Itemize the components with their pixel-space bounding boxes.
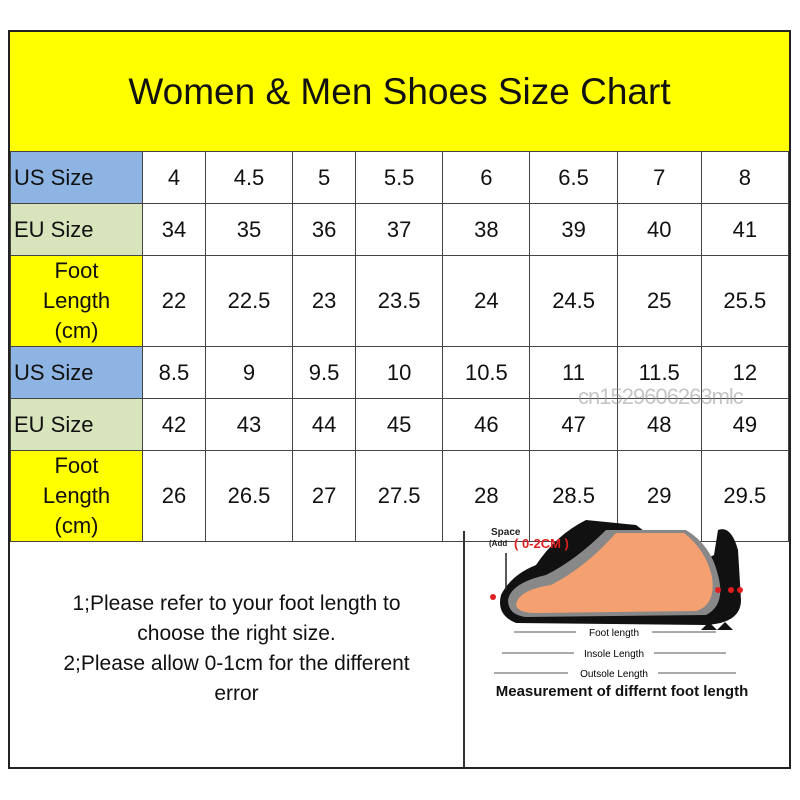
size-cell: 9.5: [292, 346, 357, 399]
foot-measurement-illustration: Space (Add ( 0-2CM ) Foot length Insole …: [489, 520, 743, 680]
size-cell: 22.5: [204, 255, 294, 347]
row-label-line: Length: [42, 288, 111, 313]
size-cell: 10.5: [442, 346, 531, 399]
row-label: US Size: [10, 346, 143, 399]
size-cell: 6: [442, 151, 531, 204]
row-label: EU Size: [10, 398, 143, 451]
row-label: Foot Length (cm): [10, 450, 143, 542]
insole-length-label: Insole Length: [584, 649, 644, 660]
size-cell: 46: [442, 398, 531, 451]
size-cell: 38: [442, 203, 531, 256]
size-cell: 5.5: [355, 151, 444, 204]
size-cell: 39: [529, 203, 618, 256]
size-cell: 11.5: [616, 346, 702, 399]
illustration-caption: Measurement of differnt foot length: [495, 683, 749, 700]
space-value: ( 0-2CM ): [514, 536, 569, 551]
size-cell: 4.5: [204, 151, 294, 204]
size-cell: 24.5: [529, 255, 618, 347]
row-label-line: Foot: [54, 453, 99, 478]
size-cell: 5: [292, 151, 357, 204]
watermark: cn1529606263mlc: [578, 384, 744, 409]
size-cell: 24: [442, 255, 531, 347]
row-label: EU Size: [10, 203, 143, 256]
size-cell: 27.5: [355, 450, 444, 542]
size-cell: 25: [616, 255, 702, 347]
size-table: US Size 4 4.5 5 5.5 6 6.5 7 8 EU Size 34 35 36 37 38 39…: [10, 151, 790, 542]
size-cell: 35: [204, 203, 294, 256]
row-label: Foot Length (cm): [10, 255, 143, 347]
size-cell: 28: [442, 450, 531, 542]
size-cell: 9: [204, 346, 294, 399]
size-cell: 29.5: [700, 450, 790, 542]
size-cell: 23.5: [355, 255, 444, 347]
size-cell: 37: [355, 203, 444, 256]
size-cell: 26: [142, 450, 206, 542]
size-cell: 8.5: [142, 346, 206, 399]
note-line: error: [214, 682, 259, 705]
size-cell: 40: [616, 203, 702, 256]
size-row: US Size 4 4.5 5 5.5 6 6.5 7 8: [10, 151, 790, 204]
notes: 1;Please refer to your foot length to ch…: [10, 531, 463, 767]
size-cell: 47: [529, 398, 618, 451]
size-cell: 22: [142, 255, 206, 347]
size-cell: 6.5: [529, 151, 618, 204]
size-cell: 34: [142, 203, 206, 256]
note-line: choose the right size.: [137, 622, 336, 645]
row-label: US Size: [10, 151, 143, 204]
row-label-line: (cm): [54, 318, 99, 343]
size-cell: 26.5: [204, 450, 294, 542]
size-cell: 45: [355, 398, 444, 451]
note-line: 1;Please refer to your foot length to: [72, 592, 401, 615]
size-cell: 8: [700, 151, 790, 204]
size-cell: 44: [292, 398, 357, 451]
size-row: Foot Length (cm) 26 26.5 27 27.5 28 28.5 29 29.5: [10, 450, 790, 542]
size-cell: 42: [142, 398, 206, 451]
size-cell: 43: [204, 398, 294, 451]
size-cell: 41: [700, 203, 790, 256]
size-chart: Women & Men Shoes Size Chart US Size 4 4.5…: [8, 30, 791, 769]
size-row: EU Size 34 35 36 37 38 39 40 41: [10, 203, 790, 256]
foot-length-label: Foot length: [589, 628, 639, 639]
size-row: Foot Length (cm) 22 22.5 23 23.5 24 24.5 25 25.5: [10, 255, 790, 347]
foot-shape: [516, 533, 713, 613]
row-label-line: (cm): [54, 513, 99, 538]
divider: [463, 531, 465, 767]
size-cell: 23: [292, 255, 357, 347]
size-cell: 10: [355, 346, 444, 399]
size-cell: 12: [700, 346, 790, 399]
outsole-length-label: Outsole Length: [580, 669, 648, 680]
size-cell: 4: [142, 151, 206, 204]
size-cell: 36: [292, 203, 357, 256]
size-cell: 25.5: [700, 255, 790, 347]
size-cell: 27: [292, 450, 357, 542]
chart-title: Women & Men Shoes Size Chart: [10, 32, 789, 152]
row-label-line: Foot: [54, 258, 99, 283]
add-label: (Add: [489, 539, 507, 548]
note-line: 2;Please allow 0-1cm for the different: [63, 652, 410, 675]
size-cell: 7: [616, 151, 702, 204]
space-label: Space: [491, 527, 521, 538]
row-label-line: Length: [42, 483, 111, 508]
